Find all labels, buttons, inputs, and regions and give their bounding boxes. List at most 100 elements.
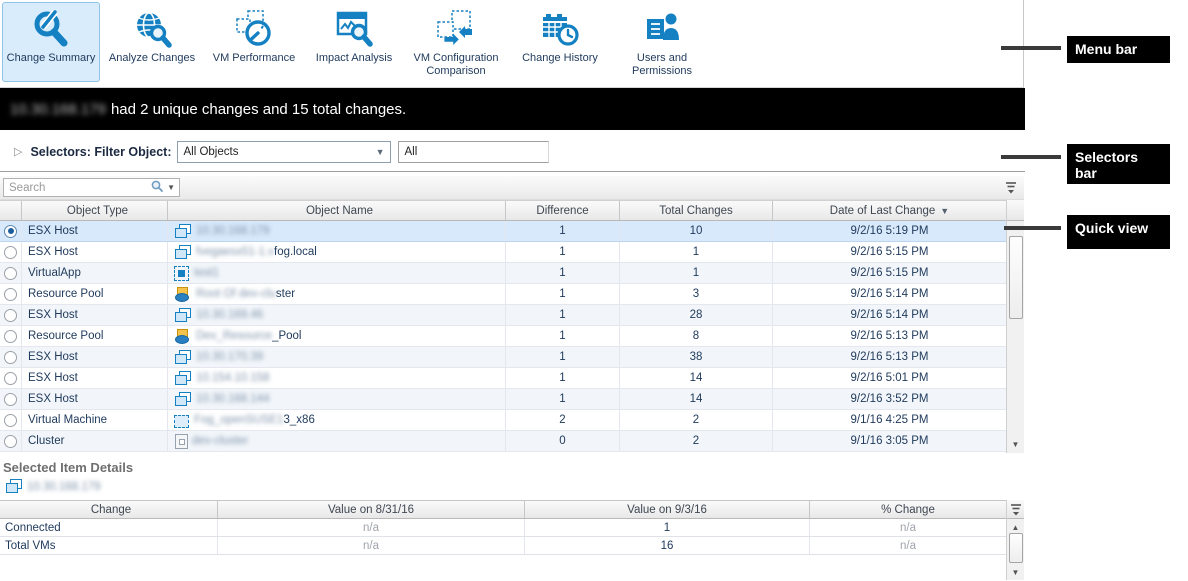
column-header-value-2[interactable]: Value on 9/3/16: [525, 501, 810, 518]
details-title: Selected Item Details: [3, 460, 134, 475]
menu-item-change-summary[interactable]: Change Summary: [2, 2, 100, 82]
row-radio[interactable]: [4, 245, 17, 259]
total-changes-value: 10: [689, 225, 703, 237]
column-header-change[interactable]: Change: [0, 501, 218, 518]
details-header-row: Change Value on 8/31/16 Value on 9/3/16 …: [0, 500, 1006, 519]
details-row[interactable]: Connected n/a 1 n/a: [0, 519, 1006, 537]
table-row[interactable]: Virtual Machine Fog_openSUSE1 3_x86 2 2 …: [0, 410, 1006, 431]
annotation-line-quick-view: [1004, 226, 1061, 230]
pct-change: n/a: [900, 521, 916, 534]
banner-text: had 2 unique changes and 15 total change…: [110, 100, 407, 118]
difference-value: 1: [559, 288, 566, 300]
quick-view-scrollbar[interactable]: ▼: [1006, 200, 1024, 453]
column-header-value-1[interactable]: Value on 8/31/16: [218, 501, 525, 518]
banner-host-name: 10.30.168.179: [10, 100, 106, 118]
object-name-redacted: Fog_openSUSE1: [194, 414, 284, 426]
scrollbar-thumb[interactable]: [1009, 236, 1023, 319]
annotation-selectors-bar: Selectors bar: [1067, 144, 1170, 184]
object-name-redacted: 10.154.10.158: [196, 372, 270, 384]
search-options-caret-icon[interactable]: ▼: [167, 183, 175, 192]
object-type-icon: [174, 391, 191, 407]
column-header-total-changes[interactable]: Total Changes: [620, 201, 773, 220]
table-row[interactable]: VirtualApp test1 1 1 9/2/16 5:15 PM: [0, 263, 1006, 284]
object-type-icon: [174, 244, 191, 260]
menu-item-vm-configuration-comparison[interactable]: VM Configuration Comparison: [404, 2, 508, 82]
date-of-last-change: 9/2/16 5:14 PM: [850, 309, 929, 321]
object-name-redacted: 10.30.168.179: [196, 225, 270, 237]
row-radio[interactable]: [4, 392, 17, 406]
date-of-last-change: 9/1/16 4:25 PM: [850, 414, 929, 426]
difference-value: 1: [559, 225, 566, 237]
row-radio[interactable]: [4, 287, 17, 301]
object-name-redacted: test1: [194, 267, 219, 279]
menu-item-change-history[interactable]: Change History: [510, 2, 610, 82]
scroll-down-icon[interactable]: ▼: [1011, 440, 1020, 449]
object-type: ESX Host: [28, 351, 78, 363]
difference-value: 2: [559, 414, 566, 426]
object-name-redacted: Root Of dev-clu: [196, 288, 276, 300]
change-summary-icon: [31, 8, 71, 52]
column-header-date-of-last-change[interactable]: Date of Last Change ▼: [829, 204, 950, 217]
column-header-pct-change[interactable]: % Change: [881, 503, 935, 516]
table-row[interactable]: ESX Host 10.30.170.39 1 38 9/2/16 5:13 P…: [0, 347, 1006, 368]
menu-item-vm-performance[interactable]: VM Performance: [204, 2, 304, 82]
row-radio[interactable]: [4, 308, 17, 322]
quick-view-header-row: Object Type Object Name Difference Total…: [0, 200, 1006, 221]
row-radio[interactable]: [4, 413, 17, 427]
scrollbar-thumb[interactable]: [1009, 533, 1023, 563]
table-row[interactable]: ESX Host fvegaesx51-1.v fog.local 1 1 9/…: [0, 242, 1006, 263]
object-name: 3_x86: [283, 414, 315, 426]
selectors-label: Selectors: Filter Object:: [30, 144, 172, 159]
row-radio[interactable]: [4, 371, 17, 385]
column-header-object-name[interactable]: Object Name: [168, 201, 506, 220]
menu-item-analyze-changes[interactable]: Analyze Changes: [102, 2, 202, 82]
chevron-down-icon: ▼: [375, 146, 385, 157]
object-type: Resource Pool: [28, 288, 104, 300]
grid-customize-icon[interactable]: [1004, 181, 1018, 199]
row-radio[interactable]: [4, 350, 17, 364]
analyze-changes-icon: [132, 8, 172, 52]
difference-value: 1: [559, 309, 566, 321]
search-icon[interactable]: [150, 179, 164, 196]
filter-object-dropdown[interactable]: All Objects ▼: [177, 140, 392, 163]
details-scrollbar[interactable]: ▲ ▼: [1006, 500, 1024, 580]
value-2: 1: [663, 521, 671, 534]
row-radio[interactable]: [4, 434, 17, 448]
scroll-up-icon[interactable]: ▲: [1011, 523, 1020, 532]
table-row[interactable]: ESX Host 10.154.10.158 1 14 9/2/16 5:01 …: [0, 368, 1006, 389]
total-changes-value: 28: [689, 309, 703, 321]
search-input[interactable]: Search ▼: [3, 178, 180, 197]
details-item-name: 10.30.168.179: [27, 480, 101, 493]
menu-item-users-and-permissions[interactable]: Users and Permissions: [612, 2, 712, 82]
menu-item-label: VM Configuration Comparison: [413, 52, 499, 77]
grid-customize-icon[interactable]: [1009, 503, 1023, 516]
scroll-down-icon[interactable]: ▼: [1011, 568, 1020, 577]
object-type: VirtualApp: [28, 267, 81, 279]
difference-value: 0: [559, 435, 566, 447]
esx-host-icon: [5, 479, 22, 494]
sort-descending-icon: ▼: [940, 205, 950, 216]
pct-change: n/a: [900, 539, 916, 552]
column-header-object-type[interactable]: Object Type: [22, 201, 168, 220]
total-changes-value: 3: [692, 288, 700, 300]
filter-value-input[interactable]: All: [398, 140, 550, 163]
row-radio[interactable]: [4, 329, 17, 343]
table-row[interactable]: Resource Pool Root Of dev-clu ster 1 3 9…: [0, 284, 1006, 305]
selectors-bar: ▷ Selectors: Filter Object: All Objects …: [0, 132, 1025, 172]
row-radio[interactable]: [4, 266, 17, 280]
table-row[interactable]: ESX Host 10.30.168.179 1 10 9/2/16 5:19 …: [0, 221, 1006, 242]
difference-value: 1: [559, 351, 566, 363]
details-row[interactable]: Total VMs n/a 16 n/a: [0, 537, 1006, 555]
object-type: ESX Host: [28, 225, 78, 237]
table-row[interactable]: Cluster dev-cluster 0 2 9/1/16 3:05 PM: [0, 431, 1006, 452]
row-radio[interactable]: [4, 224, 17, 238]
table-row[interactable]: ESX Host 10.30.168.144 1 14 9/2/16 3:52 …: [0, 389, 1006, 410]
date-of-last-change: 9/1/16 3:05 PM: [850, 435, 929, 447]
object-type: ESX Host: [28, 393, 78, 405]
total-changes-value: 2: [692, 414, 700, 426]
table-row[interactable]: Resource Pool Dev_Resource _Pool 1 8 9/2…: [0, 326, 1006, 347]
column-header-difference[interactable]: Difference: [506, 201, 620, 220]
table-row[interactable]: ESX Host 10.30.169.46 1 28 9/2/16 5:14 P…: [0, 305, 1006, 326]
menu-item-impact-analysis[interactable]: Impact Analysis: [306, 2, 402, 82]
selectors-expander-icon[interactable]: ▷: [14, 146, 23, 158]
